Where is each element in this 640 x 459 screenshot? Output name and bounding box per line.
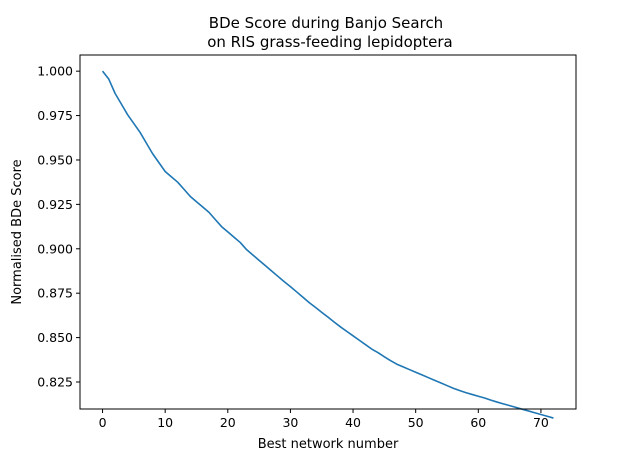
y-tick-label: 0.925 bbox=[37, 197, 73, 212]
y-tick-label: 0.900 bbox=[37, 241, 73, 256]
chart-title-line1: BDe Score during Banjo Search bbox=[209, 14, 443, 32]
y-tick-label: 0.950 bbox=[37, 152, 73, 167]
y-tick-label: 0.825 bbox=[37, 375, 73, 390]
y-axis-ticks: 0.825 0.850 0.875 0.900 0.925 0.950 0.975 1.000 bbox=[37, 64, 80, 390]
y-tick-label: 0.850 bbox=[37, 330, 73, 345]
x-tick-label: 70 bbox=[533, 415, 549, 430]
y-axis-label: Normalised BDe Score bbox=[10, 159, 25, 304]
x-tick-label: 30 bbox=[282, 415, 298, 430]
y-tick-label: 0.875 bbox=[37, 286, 73, 301]
x-tick-label: 20 bbox=[220, 415, 236, 430]
x-axis-ticks: 0 10 20 30 40 50 60 70 bbox=[99, 409, 549, 430]
x-tick-label: 60 bbox=[470, 415, 486, 430]
series-line bbox=[101, 70, 554, 419]
x-tick-label: 10 bbox=[157, 415, 173, 430]
plot-area bbox=[101, 70, 554, 419]
x-tick-label: 50 bbox=[408, 415, 424, 430]
x-axis-label: Best network number bbox=[258, 437, 399, 452]
chart-title-line2: on RIS grass-feeding lepidoptera bbox=[207, 33, 453, 51]
x-tick-label: 40 bbox=[345, 415, 361, 430]
plot-frame bbox=[79, 54, 577, 410]
x-tick-label: 0 bbox=[99, 415, 107, 430]
y-tick-label: 1.000 bbox=[37, 64, 73, 79]
y-tick-label: 0.975 bbox=[37, 108, 73, 123]
